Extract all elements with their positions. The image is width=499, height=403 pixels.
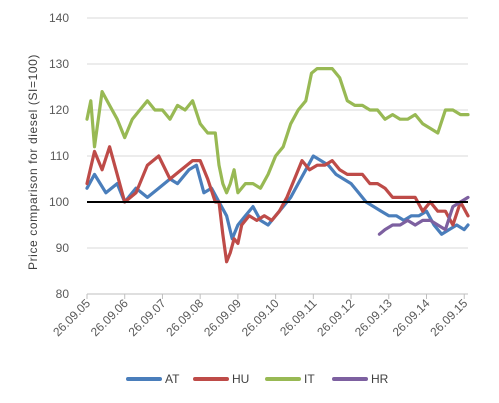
- x-tick-label: 26.09.10: [239, 296, 282, 339]
- x-tick-label: 26.09.13: [352, 296, 395, 339]
- x-tick-label: 26.09.08: [163, 296, 206, 339]
- y-tick-label: 110: [50, 149, 69, 163]
- x-tick-label: 26.09.06: [88, 296, 131, 339]
- series-line-hu: [85, 145, 470, 264]
- x-tick-labels: 26.09.0526.09.0626.09.0726.09.0826.09.09…: [50, 294, 471, 339]
- legend: AT HU IT HR: [126, 372, 389, 386]
- legend-label-hu: HU: [232, 372, 249, 386]
- y-tick-labels: 80 90 100 110 120 130 140: [49, 11, 69, 301]
- series-line-it: [85, 66, 470, 195]
- y-tick-label: 130: [49, 57, 69, 71]
- x-tick-label: 26.09.05: [50, 296, 93, 339]
- y-tick-label: 80: [56, 287, 70, 301]
- y-tick-label: 140: [49, 11, 69, 25]
- series-line-hr: [377, 195, 470, 236]
- x-tick-label: 26.09.09: [201, 296, 244, 339]
- y-tick-label: 100: [49, 195, 69, 209]
- legend-label-at: AT: [165, 372, 180, 386]
- x-tick-label: 26.09.14: [390, 296, 433, 339]
- y-tick-label: 120: [49, 103, 69, 117]
- legend-label-it: IT: [304, 372, 315, 386]
- x-tick-label: 26.09.11: [277, 296, 320, 339]
- x-tick-label: 26.09.12: [314, 296, 357, 339]
- x-tick-label: 26.09.07: [126, 296, 169, 339]
- y-tick-label: 90: [56, 241, 70, 255]
- x-tick-label: 26.09.15: [427, 296, 470, 339]
- series-lines: [85, 66, 470, 264]
- legend-label-hr: HR: [371, 372, 389, 386]
- y-axis-label: Price comparison for diesel (SI=100): [26, 54, 40, 270]
